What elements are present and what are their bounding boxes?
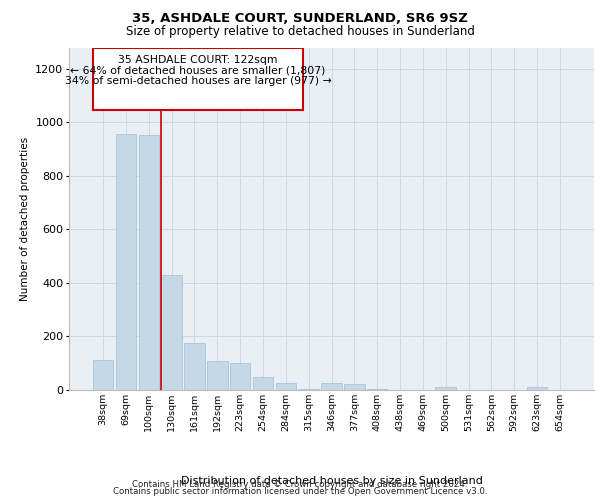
Bar (93, 360, 113, 390)
Bar (116, 134, 136, 390)
Text: Size of property relative to detached houses in Sunderland: Size of property relative to detached ho… (125, 25, 475, 38)
Bar (207, 362, 227, 390)
X-axis label: Distribution of detached houses by size in Sunderland: Distribution of detached houses by size … (181, 476, 482, 486)
Text: 35 ASHDALE COURT: 122sqm: 35 ASHDALE COURT: 122sqm (118, 55, 278, 65)
Bar (436, 386, 456, 390)
Bar (275, 382, 296, 390)
FancyBboxPatch shape (93, 48, 303, 110)
Bar (527, 387, 547, 390)
Text: 34% of semi-detached houses are larger (977) →: 34% of semi-detached houses are larger (… (65, 76, 331, 86)
Bar (344, 384, 365, 390)
Bar (230, 363, 250, 390)
Bar (298, 388, 319, 390)
Bar (367, 388, 388, 390)
Text: Contains public sector information licensed under the Open Government Licence v3: Contains public sector information licen… (113, 487, 487, 496)
Y-axis label: Number of detached properties: Number of detached properties (20, 136, 30, 301)
Text: ← 64% of detached houses are smaller (1,807): ← 64% of detached houses are smaller (1,… (70, 66, 326, 76)
Text: 35, ASHDALE COURT, SUNDERLAND, SR6 9SZ: 35, ASHDALE COURT, SUNDERLAND, SR6 9SZ (132, 12, 468, 25)
Bar (161, 275, 182, 390)
Bar (184, 343, 205, 390)
Text: Contains HM Land Registry data © Crown copyright and database right 2024.: Contains HM Land Registry data © Crown c… (132, 480, 468, 489)
Bar (139, 136, 159, 390)
Bar (321, 382, 342, 390)
Bar (253, 376, 273, 390)
